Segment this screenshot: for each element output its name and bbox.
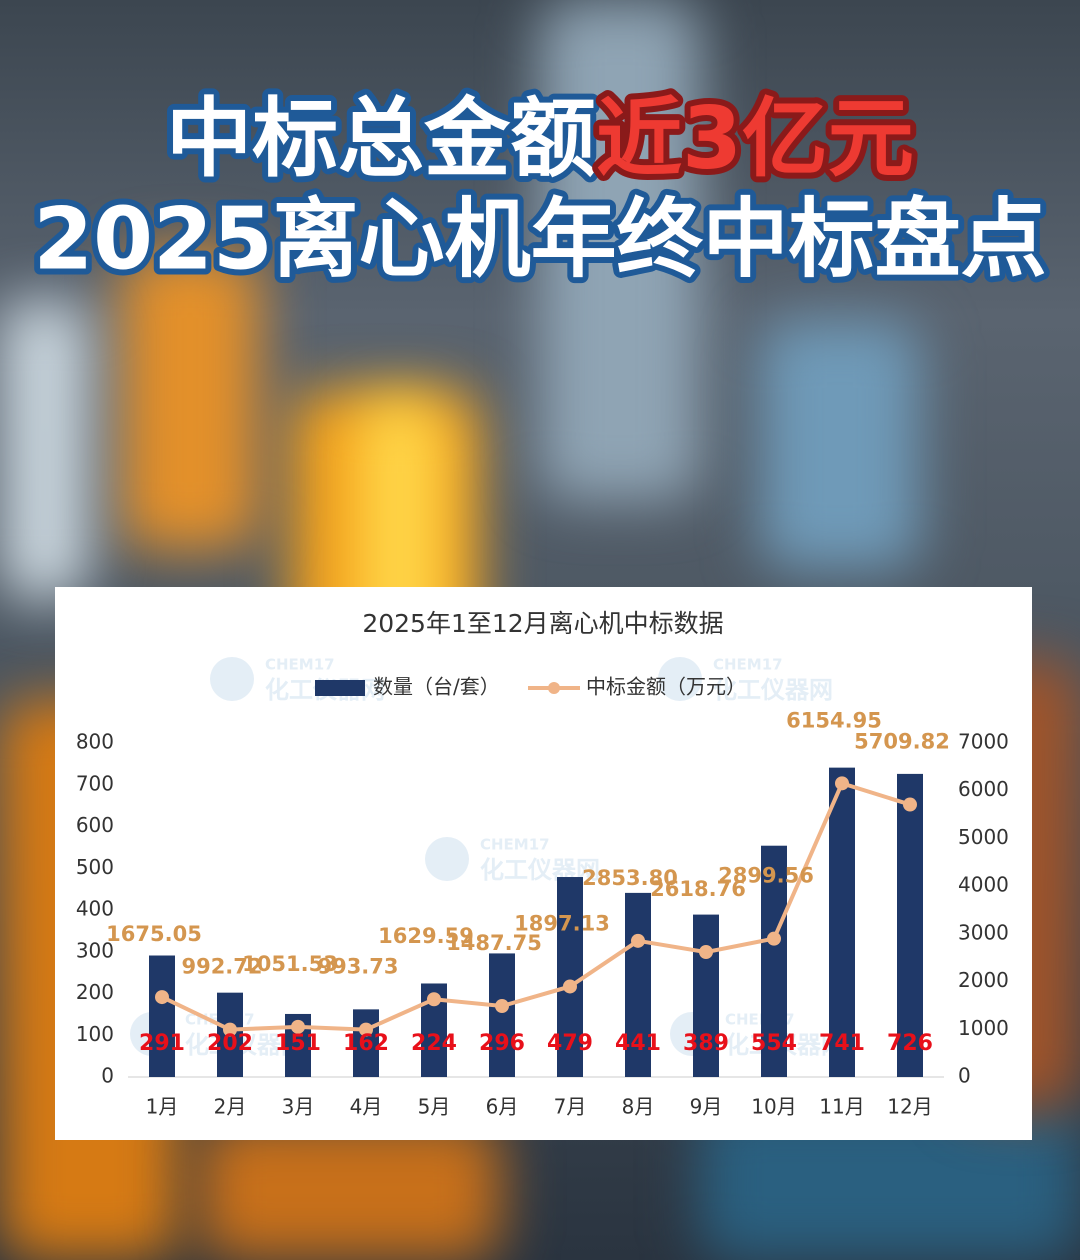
y2-tick-label: 7000 <box>958 730 1009 754</box>
y2-tick-label: 0 <box>958 1064 971 1088</box>
line-value-label: 992.72 <box>181 955 262 979</box>
y2-tick-label: 1000 <box>958 1016 1009 1040</box>
y-tick-label: 700 <box>76 771 114 795</box>
bar-value-label: 479 <box>547 1031 593 1056</box>
watermark-logo <box>425 837 469 881</box>
line-value-label: 1897.13 <box>514 911 610 935</box>
bar-value-label: 389 <box>683 1031 729 1056</box>
line-marker <box>835 776 849 791</box>
x-tick-label: 9月 <box>690 1095 723 1119</box>
x-tick-label: 5月 <box>418 1095 451 1119</box>
bar-value-label: 291 <box>139 1031 185 1056</box>
bar-value-label: 441 <box>615 1031 661 1056</box>
legend-swatch <box>548 682 560 694</box>
y-tick-label: 200 <box>76 980 114 1004</box>
line-value-label: 6154.95 <box>786 708 882 732</box>
y2-tick-label: 2000 <box>958 968 1009 992</box>
bar-value-label: 296 <box>479 1031 525 1056</box>
legend-swatch <box>315 680 365 696</box>
y2-tick-label: 3000 <box>958 920 1009 944</box>
y-tick-label: 600 <box>76 813 114 837</box>
bar <box>353 1009 379 1077</box>
line-value-label: 993.73 <box>317 955 398 979</box>
line-marker <box>699 945 713 960</box>
line-value-label: 2853.80 <box>582 866 678 890</box>
line-marker <box>155 990 169 1005</box>
x-tick-label: 8月 <box>622 1095 655 1119</box>
x-tick-label: 12月 <box>887 1095 932 1119</box>
y-tick-label: 300 <box>76 938 114 962</box>
line-value-label: 1487.75 <box>446 931 542 955</box>
line-marker <box>563 979 577 994</box>
y-tick-label: 0 <box>101 1064 114 1088</box>
legend-label: 中标金额（万元） <box>586 675 746 699</box>
watermark: 化工仪器网 <box>713 676 833 704</box>
bar <box>149 955 175 1077</box>
legend-label: 数量（台/套） <box>373 675 500 699</box>
bar-value-label: 726 <box>887 1031 933 1056</box>
watermark: CHEM17 <box>265 656 335 674</box>
headline-line1: 中标总金额近3亿元 <box>166 89 914 189</box>
y-tick-label: 500 <box>76 855 114 879</box>
bar <box>625 892 651 1077</box>
line-value-label: 5709.82 <box>854 730 950 754</box>
watermark: CHEM17 <box>713 656 783 674</box>
bar-value-label: 741 <box>819 1031 865 1056</box>
watermark-logo <box>658 657 702 701</box>
x-tick-label: 7月 <box>554 1095 587 1119</box>
line-marker <box>291 1019 305 1034</box>
headline-highlight: 近3亿元 <box>596 89 914 189</box>
line-marker <box>223 1022 237 1037</box>
bar <box>557 877 583 1077</box>
line-marker <box>767 931 781 946</box>
chart-title: 2025年1至12月离心机中标数据 <box>362 609 723 638</box>
bar-value-label: 162 <box>343 1031 389 1056</box>
watermark-logo <box>210 657 254 701</box>
y-tick-label: 400 <box>76 897 114 921</box>
x-tick-label: 4月 <box>350 1095 383 1119</box>
headline-text: 中标总金额 <box>166 89 596 189</box>
y2-tick-label: 4000 <box>958 873 1009 897</box>
bar <box>761 845 787 1077</box>
x-tick-label: 3月 <box>282 1095 315 1119</box>
bar <box>693 914 719 1077</box>
line-value-label: 2899.56 <box>718 864 814 888</box>
bar-value-label: 554 <box>751 1031 797 1056</box>
x-tick-label: 1月 <box>146 1095 179 1119</box>
line-marker <box>903 797 917 812</box>
bar-value-label: 224 <box>411 1031 457 1056</box>
line-marker <box>495 999 509 1014</box>
y-tick-label: 800 <box>76 730 114 754</box>
x-tick-label: 6月 <box>486 1095 519 1119</box>
watermark: CHEM17 <box>480 836 550 854</box>
line-value-label: 1629.59 <box>378 924 474 948</box>
bar-value-label: 151 <box>275 1031 321 1056</box>
line-value-label: 1051.53 <box>242 952 338 976</box>
bar <box>829 767 855 1077</box>
line-value-label: 2618.76 <box>650 877 746 901</box>
line-marker <box>631 933 645 948</box>
y-tick-label: 100 <box>76 1022 114 1046</box>
x-tick-label: 11月 <box>819 1095 864 1119</box>
x-tick-label: 10月 <box>751 1095 796 1119</box>
y2-tick-label: 6000 <box>958 777 1009 801</box>
headline-line2: 2025离心机年终中标盘点 <box>33 189 1046 289</box>
line <box>161 780 911 1032</box>
bar-value-label: 202 <box>207 1031 253 1056</box>
bar <box>897 773 923 1077</box>
chart: CHEM17化工仪器网CHEM17化工仪器网CHEM17化工仪器网CHEM17化… <box>76 656 1009 1119</box>
line-marker <box>427 992 441 1007</box>
line-marker <box>359 1022 373 1037</box>
y2-tick-label: 5000 <box>958 825 1009 849</box>
bar <box>489 953 515 1077</box>
x-tick-label: 2月 <box>214 1095 247 1119</box>
line-value-label: 1675.05 <box>106 922 202 946</box>
